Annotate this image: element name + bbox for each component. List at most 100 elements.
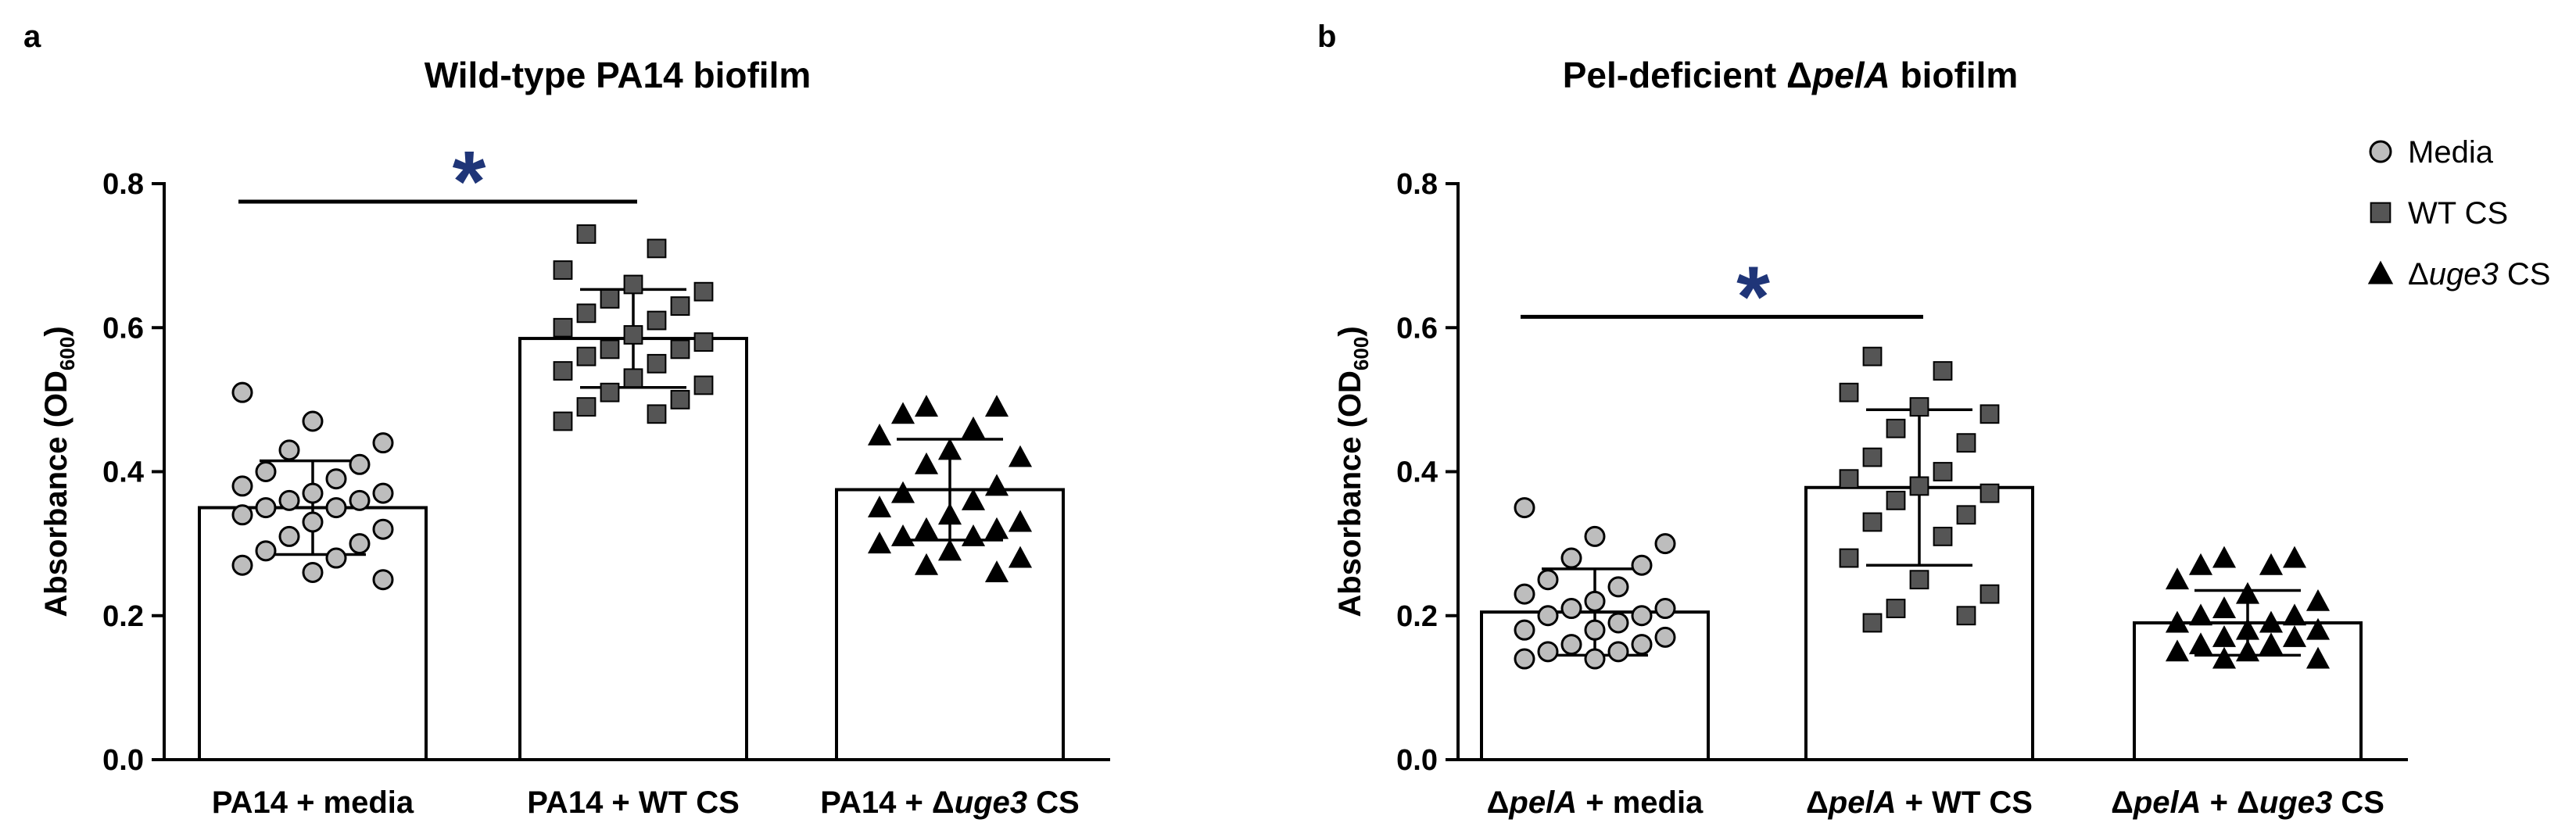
data-point	[984, 517, 1009, 539]
data-point	[914, 553, 939, 575]
data-point	[2306, 617, 2331, 640]
data-point	[1008, 445, 1033, 467]
data-point	[302, 482, 324, 504]
y-tick-label: 0.0	[102, 744, 144, 777]
data-point	[600, 382, 620, 402]
data-point	[278, 525, 300, 547]
data-point	[325, 468, 347, 490]
data-point	[647, 238, 667, 259]
data-point	[1514, 619, 1535, 641]
data-point	[914, 517, 939, 539]
data-point	[1909, 397, 1929, 417]
chart-title-part: biofilm	[1890, 55, 2019, 95]
data-point	[231, 554, 253, 576]
data-point	[961, 416, 986, 438]
y-tick-label: 0.6	[1396, 312, 1438, 345]
y-tick-label: 0.4	[1396, 456, 1438, 489]
data-point	[1979, 483, 2000, 503]
data-point	[1886, 418, 1906, 438]
panel-label: b	[1317, 20, 1336, 54]
data-point	[1631, 554, 1653, 576]
data-point	[2165, 567, 2190, 590]
data-point	[914, 395, 939, 417]
data-point	[2282, 625, 2307, 647]
data-point	[1956, 505, 1976, 525]
y-tick-label: 0.4	[102, 456, 144, 489]
data-point	[1933, 527, 1953, 546]
y-axis-label-sub: 600	[1349, 337, 1373, 370]
x-category-label: ΔpelA + WT CS	[1806, 785, 2033, 820]
y-axis-label-sub: 600	[56, 337, 79, 370]
data-point	[1514, 497, 1535, 519]
x-category-label-part: pelA	[2133, 785, 2202, 820]
data-point	[2212, 546, 2237, 568]
data-point	[278, 439, 300, 461]
x-category-label-part: PA14 + Δ	[820, 785, 954, 820]
data-point	[576, 346, 597, 367]
x-category-label: PA14 + Δuge3 CS	[820, 785, 1079, 820]
data-point	[1008, 510, 1033, 532]
data-point	[2235, 617, 2260, 640]
x-category-label: PA14 + media	[212, 785, 414, 820]
chart-title-part: pelA	[1811, 55, 1890, 95]
data-point	[937, 538, 962, 561]
legend-marker	[2369, 140, 2392, 163]
bar-1	[518, 337, 748, 762]
chart-title-part: Pel-deficient Δ	[1563, 55, 1812, 95]
x-category-label-part: Δ	[1487, 785, 1510, 820]
significance-star: *	[453, 134, 486, 230]
y-axis-label: Absorbance (OD600)	[1333, 326, 1373, 617]
y-axis-label: Absorbance (OD600)	[39, 326, 79, 617]
data-point	[1956, 433, 1976, 453]
data-point	[2212, 646, 2237, 669]
data-point	[349, 489, 371, 511]
x-category-label: PA14 + WT CS	[527, 785, 740, 820]
data-point	[670, 389, 690, 410]
y-tick-label: 0.2	[102, 600, 144, 633]
legend-label-part: uge3	[2429, 257, 2499, 292]
data-point	[1956, 606, 1976, 626]
y-axis-label-main: Absorbance (OD	[39, 370, 73, 617]
data-point	[693, 332, 714, 352]
data-point	[2212, 596, 2237, 619]
legend-label: Media	[2408, 135, 2494, 170]
y-tick-label: 0.0	[1396, 744, 1438, 777]
data-point	[576, 224, 597, 244]
data-point	[600, 339, 620, 360]
legend-marker	[2367, 260, 2394, 284]
legend: Media WT CS Δuge3 CS	[2367, 135, 2550, 292]
x-category-label-part: CS	[2332, 785, 2384, 820]
data-point	[349, 533, 371, 555]
data-point	[600, 289, 620, 309]
data-point	[1560, 547, 1582, 569]
data-point	[1862, 447, 1883, 467]
x-category-label-part: + media	[1577, 785, 1704, 820]
data-point	[1560, 598, 1582, 620]
data-point	[647, 404, 667, 424]
chart-title: Pel-deficient ΔpelA biofilm	[1563, 55, 2019, 95]
data-point	[623, 325, 643, 345]
data-point	[1909, 476, 1929, 496]
data-point	[325, 497, 347, 519]
x-category-label-part: + Δ	[2202, 785, 2259, 820]
x-category-label-part: Δ	[1806, 785, 1829, 820]
data-point	[553, 260, 573, 280]
data-point	[670, 339, 690, 360]
data-point	[2188, 553, 2213, 575]
data-point	[1862, 512, 1883, 532]
y-axis-label-close: )	[1333, 326, 1367, 336]
data-point	[1886, 490, 1906, 510]
data-point	[984, 474, 1009, 496]
y-tick-label: 0.8	[102, 168, 144, 201]
data-point	[1933, 361, 1953, 381]
data-point	[2306, 646, 2331, 669]
x-category-label-part: pelA	[1508, 785, 1577, 820]
data-point	[937, 438, 962, 460]
panel-label: a	[23, 20, 41, 54]
y-axis-label-close: )	[39, 326, 73, 336]
data-point	[670, 296, 690, 317]
data-point	[231, 504, 253, 526]
data-point	[2282, 603, 2307, 626]
data-point	[1862, 613, 1883, 633]
